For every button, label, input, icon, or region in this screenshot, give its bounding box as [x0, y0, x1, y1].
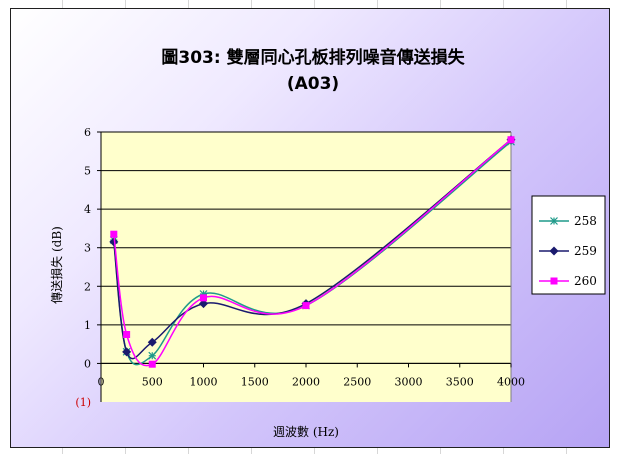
- y-tick-label-3: 3: [84, 242, 91, 255]
- legend-item-260: 260: [539, 274, 597, 288]
- legend-items: 258 259 260: [539, 214, 597, 288]
- tick-labels: 0 1 2 3 4 5 6 (1) 0 500 1000 1500 2000 2500 3000 3500 40…: [75, 126, 525, 409]
- legend: 258 259 260: [531, 195, 606, 295]
- y-tick-label-4: 4: [84, 203, 91, 216]
- data-point-260-2000: [302, 302, 310, 310]
- data-point-260-125: [110, 230, 118, 238]
- x-tick-label-1000: 1000: [190, 375, 218, 388]
- x-axis-title: 週波數 (Hz): [273, 425, 339, 439]
- y-tick-label-5: 5: [84, 165, 91, 178]
- y-tick-label-6: 6: [84, 126, 91, 139]
- axes: [97, 131, 512, 402]
- plot-area: [101, 132, 511, 402]
- y-axis-title: 傳送損失 (dB): [49, 226, 64, 304]
- data-point-260-500: [148, 360, 156, 368]
- legend-item-258: 258: [539, 214, 597, 228]
- data-point-259-125: [109, 237, 119, 247]
- x-tick-label-2000: 2000: [292, 375, 320, 388]
- x-tick-label-3500: 3500: [446, 375, 474, 388]
- x-tick-label-3000: 3000: [395, 375, 423, 388]
- x-tick-label-2500: 2500: [343, 375, 371, 388]
- series-lines: [109, 135, 516, 368]
- legend-marker-258: [550, 217, 558, 225]
- legend-label-259: 259: [574, 244, 597, 258]
- legend-label-260: 260: [574, 274, 597, 288]
- data-point-260-4000: [507, 136, 515, 144]
- data-point-260-1000: [200, 294, 207, 302]
- data-point-259-500: [147, 337, 157, 347]
- x-tick-label-0: 0: [98, 375, 105, 388]
- chart-area[interactable]: 圖303: 雙層同心孔板排列噪音傳送損失 (A03) 0 1 2 3 4 5 6 (1) 0 50…: [10, 8, 610, 448]
- x-tick-label-1500: 1500: [241, 375, 269, 388]
- y-tick-label-min: (1): [75, 396, 91, 409]
- legend-label-258: 258: [574, 214, 597, 228]
- y-tick-label-0: 0: [84, 357, 91, 370]
- legend-marker-259: [549, 246, 559, 256]
- legend-item-259: 259: [539, 244, 597, 258]
- data-point-259-1000: [199, 299, 208, 309]
- series-260: [110, 136, 515, 368]
- legend-marker-258-stroke-3: [550, 217, 558, 225]
- data-point-259-250: [122, 347, 132, 357]
- y-tick-label-2: 2: [84, 280, 91, 293]
- chart-svg: 圖303: 雙層同心孔板排列噪音傳送損失 (A03) 0 1 2 3 4 5 6 (1) 0 50…: [49, 47, 606, 439]
- legend-box: [531, 195, 606, 295]
- data-point-258-500-stroke-3: [148, 351, 157, 360]
- chart-subtitle: (A03): [287, 74, 339, 94]
- y-tick-label-1: 1: [84, 319, 91, 332]
- legend-marker-260: [550, 277, 558, 285]
- x-tick-label-4000: 4000: [497, 375, 525, 388]
- data-point-258-500: [148, 351, 157, 360]
- chart-title: 圖303: 雙層同心孔板排列噪音傳送損失: [161, 47, 465, 68]
- x-tick-label-500: 500: [142, 375, 163, 388]
- data-point-260-250: [123, 331, 131, 338]
